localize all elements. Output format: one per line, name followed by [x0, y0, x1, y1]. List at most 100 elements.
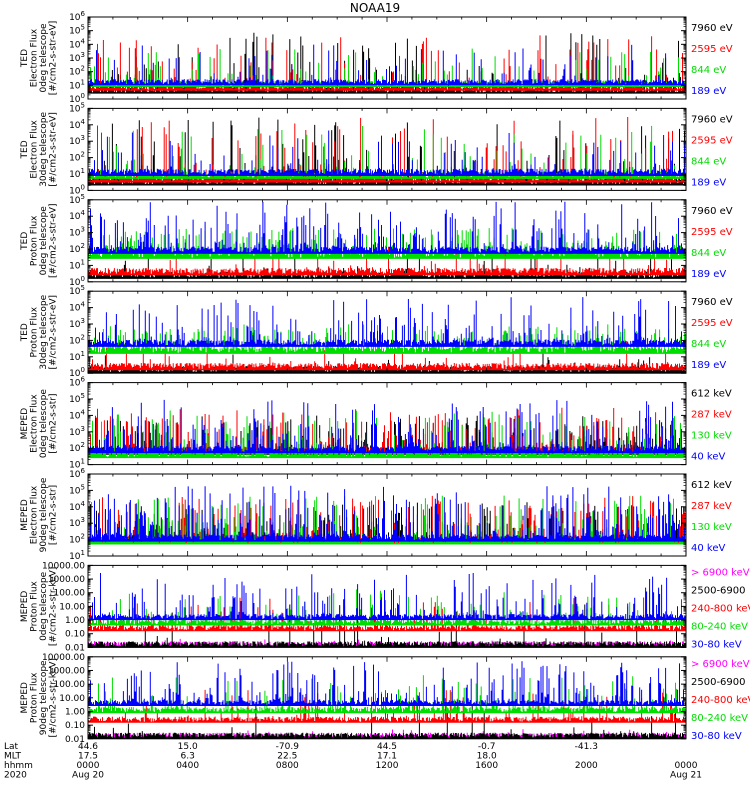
legend-entry: 2595 eV [691, 44, 733, 55]
legend-entry: 7960 eV [691, 206, 733, 217]
ephemeris-value: 15.0 [178, 742, 198, 752]
y-tick-label: 103 [69, 425, 85, 438]
ephemeris-value: 44.6 [78, 742, 98, 752]
y-axis-label: MEPEDProton Flux0deg telescope[#/cm2-s-s… [20, 567, 59, 646]
legend-entry: 612 keV [691, 389, 732, 400]
y-tick-label: 104 [69, 408, 85, 421]
legend-entry: 844 eV [691, 339, 726, 350]
y-axis-label: MEPEDElectron Flux0deg telescope[#/cm2-s… [20, 389, 59, 459]
series-group [88, 573, 686, 648]
legend-entry: 7960 eV [691, 23, 733, 34]
y-tick-label: 103 [69, 134, 85, 147]
y-tick-label: 101 [69, 258, 85, 271]
ephemeris-value: 44.5 [377, 742, 397, 752]
ephemeris-row-label: hhmm [4, 761, 33, 771]
legend-entry: 80-240 keV [691, 621, 748, 632]
y-tick-label: 105 [69, 392, 85, 405]
y-tick-label: 102 [69, 533, 85, 546]
panel-7: 0.01 0.10 1.00 10.00 100.00 1000.00 10000.00ME… [20, 561, 750, 653]
y-tick-label: 103 [69, 317, 85, 330]
series-trace-5 [88, 661, 686, 706]
legend-entry: 2500-6900 [691, 677, 746, 688]
series-group [88, 485, 686, 545]
ephemeris-value: -0.7 [478, 742, 496, 752]
figure-title: NOAA19 [350, 1, 400, 15]
y-tick-label: 104 [69, 301, 85, 314]
ephemeris-value: -70.9 [276, 742, 300, 752]
legend-entry: 130 keV [691, 522, 732, 533]
series-group [88, 201, 686, 279]
series-group [88, 399, 686, 459]
ephemeris-row-label: MLT [4, 752, 22, 762]
legend-entry: 612 keV [691, 480, 732, 491]
y-tick-label: 10.00 [59, 602, 85, 612]
y-tick-label: 1.00 [65, 616, 85, 626]
series-group [88, 32, 686, 94]
y-tick-label: 104 [69, 118, 85, 131]
y-axis-label: MEPEDProton Flux90deg telescope[#/cm2-s-… [20, 658, 59, 737]
y-tick-label: 105 [69, 483, 85, 496]
ephemeris-value: 1200 [376, 761, 399, 771]
legend-entry: 40 keV [691, 543, 725, 554]
ephemeris-row-label: Lat [4, 742, 19, 752]
series-trace-3 [88, 228, 686, 259]
legend-entry: 30-80 keV [691, 731, 742, 742]
legend-entry: 287 keV [691, 501, 732, 512]
y-tick-label: 100.00 [54, 589, 86, 599]
y-tick-label: 104 [69, 209, 85, 222]
panel-frame [87, 564, 687, 648]
y-axis-label: TEDElectron Flux30deg telescope[#/cm2-s-… [20, 112, 59, 187]
ephemeris-value: 1600 [475, 761, 498, 771]
legend-entry: 240-800 keV [691, 695, 750, 706]
y-tick-label: 102 [69, 151, 85, 164]
y-tick-label: 10.00 [59, 694, 85, 704]
y-tick-label: 102 [69, 441, 85, 454]
ephemeris-value: 17.5 [78, 752, 98, 762]
series-group [88, 117, 686, 186]
y-tick-label: 103 [69, 51, 85, 64]
y-tick-label: 102 [69, 65, 85, 78]
legend-entry: 189 eV [691, 360, 726, 371]
ephemeris-value: Aug 21 [670, 771, 702, 781]
legend-entry: 2595 eV [691, 318, 733, 329]
y-tick-label: 106 [69, 10, 85, 23]
y-tick-label: 10000.00 [42, 561, 85, 571]
ephemeris-value: 0400 [176, 761, 199, 771]
y-tick-label: 105 [69, 24, 85, 37]
legend-entry: 2500-6900 [691, 585, 746, 596]
series-group [88, 297, 686, 374]
legend-entry: 130 keV [691, 431, 732, 442]
y-tick-label: 101 [69, 78, 85, 91]
y-tick-label: 0.01 [65, 643, 85, 653]
y-tick-label: 0.10 [65, 630, 85, 640]
legend-entry: 30-80 keV [691, 639, 742, 650]
legend-entry: 189 eV [691, 269, 726, 280]
legend-entry: 240-800 keV [691, 603, 750, 614]
y-tick-label: 102 [69, 242, 85, 255]
legend-entry: 7960 eV [691, 114, 733, 125]
y-tick-label: 100.00 [54, 680, 86, 690]
ephemeris-value: -41.3 [575, 742, 598, 752]
y-tick-label: 104 [69, 500, 85, 513]
y-tick-label: 103 [69, 516, 85, 529]
y-tick-label: 1.00 [65, 707, 85, 717]
ephemeris-value: 0800 [276, 761, 299, 771]
y-tick-label: 104 [69, 37, 85, 50]
series-group [88, 661, 686, 739]
legend-entry: 40 keV [691, 452, 725, 463]
y-tick-label: 0.01 [65, 735, 85, 745]
panel-8: 0.01 0.10 1.00 10.00 100.00 1000.00 10000.00ME… [20, 653, 750, 745]
y-tick-label: 101 [69, 167, 85, 180]
legend-entry: 844 eV [691, 248, 726, 259]
y-axis-label: TEDProton Flux0deg telescope[#/cm2-s-str… [20, 204, 59, 279]
y-tick-label: 10000.00 [42, 653, 85, 663]
legend-entry: 844 eV [691, 156, 726, 167]
y-axis-label: TEDProton Flux30deg telescope[#/cm2-s-st… [20, 294, 59, 369]
legend-entry: 80-240 keV [691, 713, 748, 724]
